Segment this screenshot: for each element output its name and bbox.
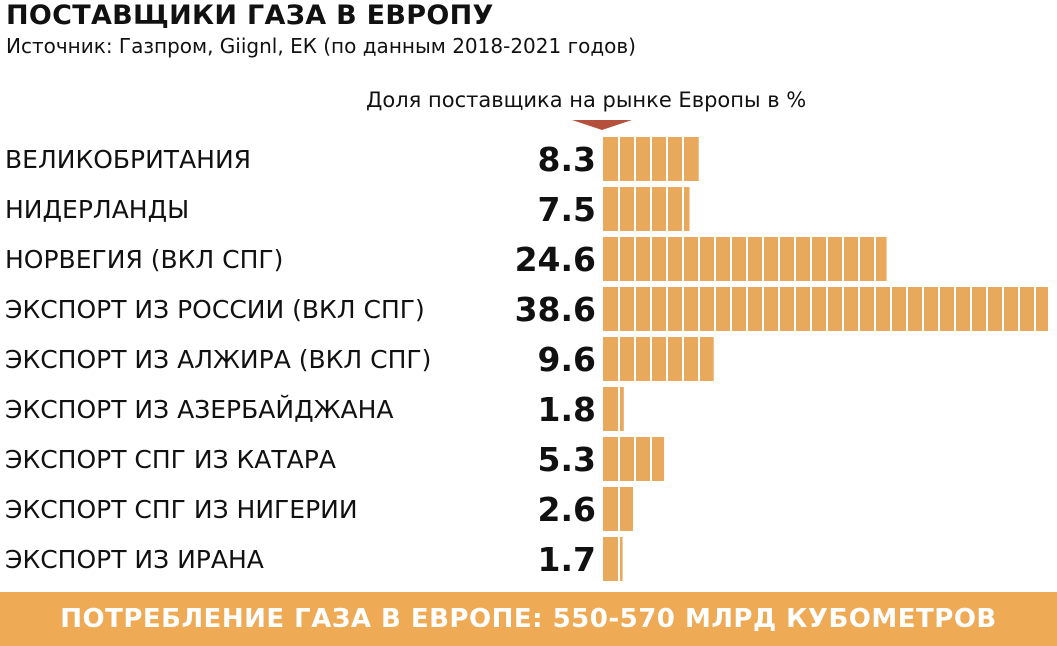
- bar-fill: [603, 287, 1048, 331]
- category-label: ЭКСПОРТ СПГ ИЗ НИГЕРИИ: [5, 495, 358, 524]
- bar: [603, 387, 624, 431]
- category-label: ЭКСПОРТ ИЗ АЛЖИРА (ВКЛ СПГ): [5, 345, 431, 374]
- category-label: ЭКСПОРТ ИЗ АЗЕРБАЙДЖАНА: [5, 395, 394, 424]
- category-label: НОРВЕГИЯ (ВКЛ СПГ): [5, 245, 283, 274]
- value-label: 1.7: [538, 540, 596, 579]
- bar: [603, 537, 623, 581]
- category-label: ЭКСПОРТ СПГ ИЗ КАТАРА: [5, 445, 336, 474]
- value-axis-caption: Доля поставщика на рынке Европы в %: [366, 88, 807, 112]
- category-label: ЭКСПОРТ ИЗ ИРАНА: [5, 545, 264, 574]
- bar-chart: ВЕЛИКОБРИТАНИЯ 8.3 НИДЕРЛАНДЫ 7.5 НОРВЕГИЯ (…: [5, 120, 1048, 581]
- bar-fill: [603, 537, 623, 581]
- bar-fill: [603, 437, 665, 481]
- bar: [603, 237, 887, 281]
- value-label: 1.8: [538, 390, 596, 429]
- value-label: 2.6: [538, 490, 596, 529]
- bar-fill: [603, 337, 714, 381]
- chart-source: Источник: Газпром, Giignl, ЕК (по данным…: [6, 34, 636, 58]
- value-label: 9.6: [538, 340, 596, 379]
- bar: [603, 187, 690, 231]
- bar: [603, 437, 665, 481]
- axis-marker-triangle: [572, 120, 632, 130]
- value-label: 38.6: [515, 290, 596, 329]
- bar-fill: [603, 187, 690, 231]
- footer-banner: ПОТРЕБЛЕНИЕ ГАЗА В ЕВРОПЕ: 550-570 МЛРД …: [0, 592, 1057, 646]
- category-label: ВЕЛИКОБРИТАНИЯ: [5, 145, 251, 174]
- value-label: 24.6: [515, 240, 596, 279]
- category-label: НИДЕРЛАНДЫ: [5, 195, 189, 224]
- bar: [603, 337, 714, 381]
- bar-fill: [603, 237, 887, 281]
- footer-text: ПОТРЕБЛЕНИЕ ГАЗА В ЕВРОПЕ: 550-570 МЛРД …: [60, 604, 997, 634]
- chart-title: ПОСТАВЩИКИ ГАЗА В ЕВРОПУ: [6, 0, 494, 31]
- value-label: 5.3: [538, 440, 596, 479]
- bar-fill: [603, 387, 624, 431]
- category-label: ЭКСПОРТ ИЗ РОССИИ (ВКЛ СПГ): [5, 295, 425, 324]
- bar: [603, 137, 699, 181]
- bar: [603, 487, 633, 531]
- bar: [603, 287, 1048, 331]
- value-label: 8.3: [538, 140, 596, 179]
- value-label: 7.5: [538, 190, 596, 229]
